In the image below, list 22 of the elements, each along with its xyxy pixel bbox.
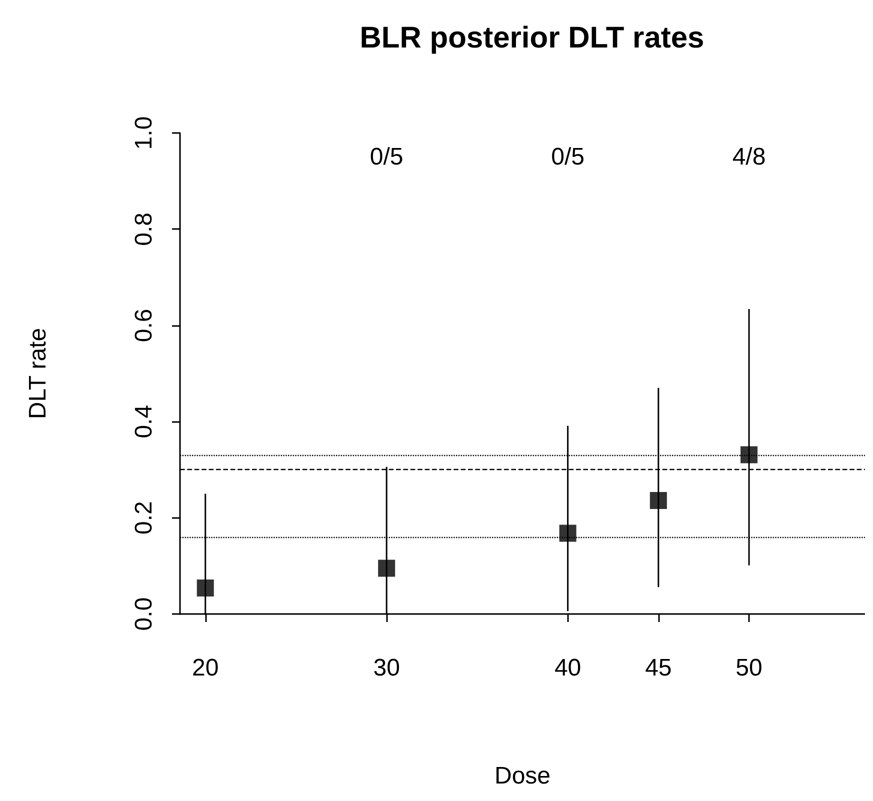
y-axis-title: DLT rate (24, 328, 52, 420)
y-tick-label: 0.6 (130, 308, 158, 342)
point (378, 560, 396, 577)
chart-title: BLR posterior DLT rates (360, 22, 704, 54)
y-tick-label: 0.8 (130, 212, 158, 246)
point (740, 446, 758, 464)
y-tick-label: 1.0 (130, 116, 158, 150)
point (559, 524, 576, 542)
x-tick-label: 20 (192, 654, 219, 682)
y-tick-label: 0.0 (130, 597, 158, 631)
annotation: 0/5 (551, 144, 584, 171)
x-tick-label: 30 (373, 654, 400, 682)
point (650, 492, 667, 509)
x-axis-title: Dose (494, 762, 551, 790)
annotation: 0/5 (370, 144, 404, 171)
point (196, 580, 214, 597)
y-tick-label: 0.2 (130, 501, 158, 534)
y-tick-label: 0.4 (130, 404, 158, 438)
annotation: 4/8 (732, 144, 766, 171)
x-tick-label: 50 (736, 654, 762, 682)
x-tick-label: 45 (645, 654, 672, 682)
x-tick-label: 40 (554, 654, 582, 682)
